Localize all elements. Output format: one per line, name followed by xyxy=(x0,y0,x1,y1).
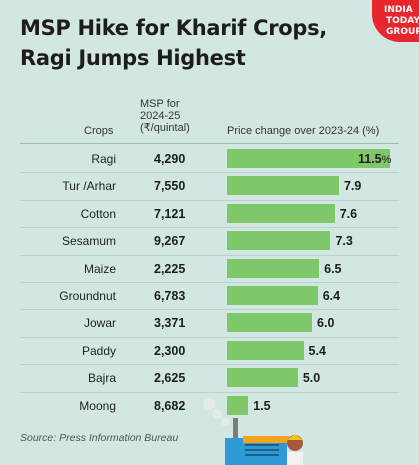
row-separator xyxy=(20,391,399,393)
price-change-label: 6.4 xyxy=(323,289,340,303)
logo-line-2: TODAY xyxy=(386,16,419,26)
header-msp-line-3: (₹/quintal) xyxy=(140,122,190,134)
crop-label: Sesamum xyxy=(61,234,116,249)
row-separator xyxy=(20,309,399,311)
percent-suffix: % xyxy=(381,154,392,166)
header-price-change: Price change over 2023-24 (%) xyxy=(227,125,380,137)
title-line-2: Ragi Jumps Highest xyxy=(20,46,246,70)
row-separator xyxy=(20,254,399,256)
tractor-illustration xyxy=(203,398,303,465)
price-change-label: 5.4 xyxy=(309,344,326,358)
msp-value: 4,290 xyxy=(154,152,186,166)
row-separator xyxy=(20,227,399,229)
header-msp-line-1: MSP for xyxy=(140,98,180,110)
price-change-bar xyxy=(227,313,313,333)
price-change-value: 7.3 xyxy=(335,234,353,249)
msp-value: 6,783 xyxy=(154,289,186,303)
price-change-bar xyxy=(227,368,298,388)
price-change-bar xyxy=(227,395,249,415)
price-change-bar xyxy=(227,176,339,196)
price-change-value: 7.6 xyxy=(339,206,358,221)
tractor-exhaust xyxy=(233,418,238,440)
msp-value: 8,682 xyxy=(154,398,186,413)
msp-value: 2,225 xyxy=(154,261,186,276)
price-change-label: 7.9 xyxy=(344,179,361,193)
price-change-bar xyxy=(227,340,304,360)
crop-label: Tur /Arhar xyxy=(62,179,116,194)
tractor-hood xyxy=(243,436,289,443)
smoke-puff xyxy=(221,418,229,426)
crop-label: Paddy xyxy=(81,343,116,358)
farmer-shirt xyxy=(287,452,303,465)
price-change-value: 11.5 xyxy=(358,152,382,166)
price-change-bar xyxy=(227,203,335,223)
header-crops: Crops xyxy=(84,125,114,137)
price-change-value: 1.5 xyxy=(253,398,271,413)
price-change-value: 6.5 xyxy=(324,261,342,276)
logo-line-1: INDIA xyxy=(384,5,413,15)
page-title: MSP Hike for Kharif Crops, Ragi Jumps Hi… xyxy=(20,13,380,73)
farmer-turban-icon xyxy=(287,434,303,440)
header-msp: MSP for 2024-25 (₹/quintal) xyxy=(140,98,190,134)
header-rule xyxy=(20,143,399,144)
price-change-label: 1.5 xyxy=(253,399,270,413)
crop-label: Moong xyxy=(79,398,116,413)
msp-value: 2,625 xyxy=(154,371,186,386)
crop-label: Jowar xyxy=(83,316,116,331)
price-change-value: 6.0 xyxy=(317,316,335,331)
price-change-label: 5.0 xyxy=(303,371,320,385)
price-change-label: 6.0 xyxy=(317,316,334,330)
price-change-value: 5.4 xyxy=(308,343,326,358)
tractor-grille xyxy=(245,444,279,446)
msp-value: 9,267 xyxy=(154,234,186,249)
price-change-bar xyxy=(227,231,331,251)
msp-value: 7,550 xyxy=(154,179,186,194)
crop-label: Cotton xyxy=(80,206,116,221)
row-separator xyxy=(20,172,399,174)
smoke-puff xyxy=(212,409,222,419)
crop-label: Groundnut xyxy=(59,289,116,303)
msp-value: 7,121 xyxy=(154,206,186,221)
price-change-label: 7.3 xyxy=(335,234,352,248)
row-separator xyxy=(20,364,399,366)
price-change-value: 6.4 xyxy=(322,289,341,303)
msp-value: 2,300 xyxy=(154,343,186,358)
logo-line-3: GROUP xyxy=(386,27,419,37)
price-change-bar xyxy=(227,286,318,305)
header-msp-line-2: 2024-25 xyxy=(140,110,181,122)
msp-value: 3,371 xyxy=(154,316,186,331)
crop-label: Maize xyxy=(83,261,116,276)
price-change-label: 7.6 xyxy=(340,207,357,221)
tractor-grille xyxy=(245,454,279,456)
price-change-value: 5.0 xyxy=(302,371,321,386)
tractor-grille xyxy=(245,449,279,451)
row-separator xyxy=(20,282,399,283)
title-line-1: MSP Hike for Kharif Crops, xyxy=(20,16,327,40)
crop-label: Ragi xyxy=(91,152,116,166)
price-change-bar xyxy=(227,149,390,168)
price-change-bar xyxy=(227,258,320,278)
row-separator xyxy=(20,199,399,201)
row-separator xyxy=(20,336,399,338)
smoke-puff xyxy=(203,398,215,410)
price-change-label: 6.5 xyxy=(324,262,341,276)
price-change-label: 11.5% xyxy=(358,152,391,167)
price-change-value: 7.9 xyxy=(343,179,362,194)
source-note: Source: Press Information Bureau xyxy=(20,432,179,444)
crop-label: Bajra xyxy=(87,371,116,386)
